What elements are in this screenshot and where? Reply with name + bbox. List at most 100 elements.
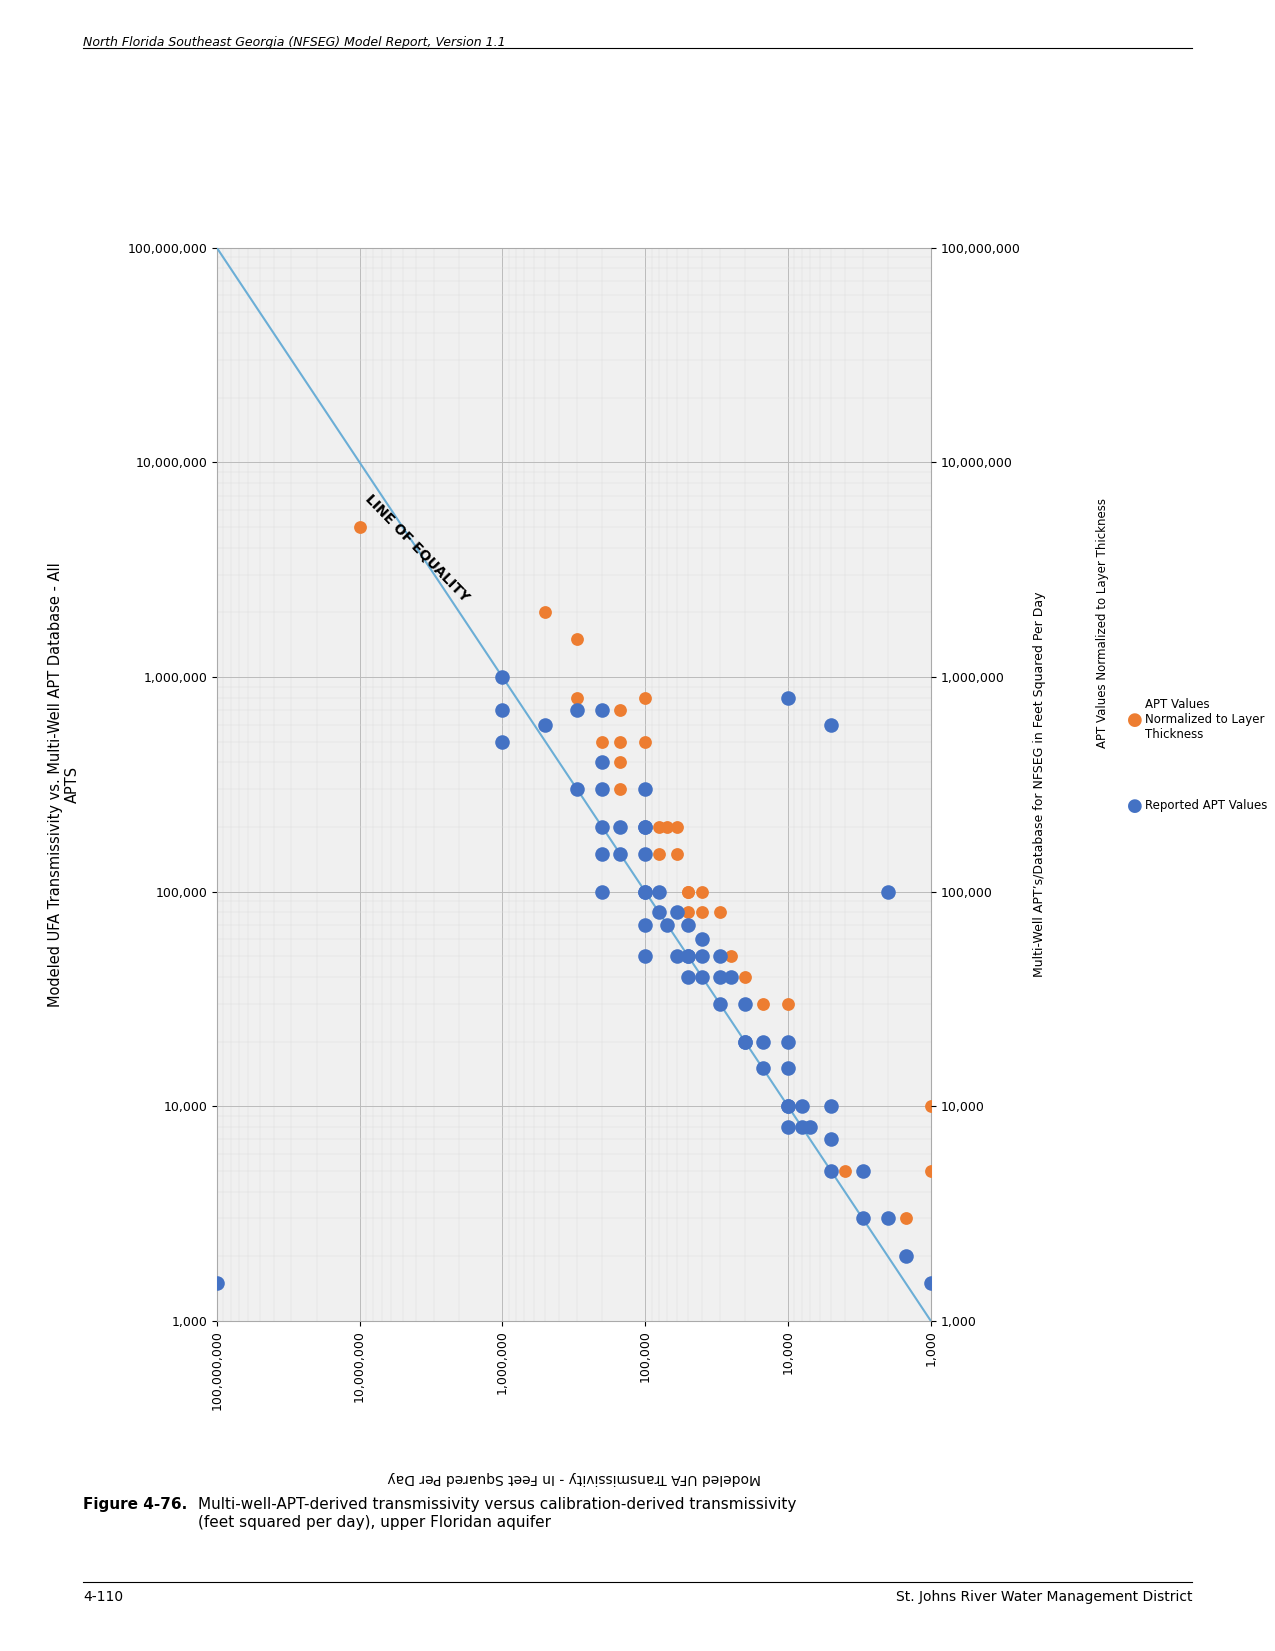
Point bbox=[635, 685, 655, 712]
Text: 4-110: 4-110 bbox=[83, 1590, 122, 1603]
Point bbox=[635, 814, 655, 840]
Point bbox=[921, 1157, 941, 1184]
Text: Modeled UFA Transmissivity vs. Multi-Well APT Database - All
APTS: Modeled UFA Transmissivity vs. Multi-Wel… bbox=[47, 561, 80, 1007]
Point bbox=[592, 776, 612, 802]
Point bbox=[678, 878, 699, 905]
Text: Multi-Well APT’s/Database for NFSEG in Feet Squared Per Day: Multi-Well APT’s/Database for NFSEG in F… bbox=[1033, 591, 1045, 977]
Point bbox=[792, 1093, 812, 1119]
Point bbox=[734, 1029, 755, 1055]
Point bbox=[792, 1114, 812, 1141]
Point bbox=[734, 991, 755, 1017]
Point bbox=[821, 1126, 842, 1152]
Point bbox=[895, 1243, 915, 1270]
Point bbox=[821, 1157, 842, 1184]
Point bbox=[678, 943, 699, 969]
Point bbox=[492, 697, 513, 723]
Point bbox=[752, 1029, 773, 1055]
Point bbox=[821, 712, 842, 738]
Point bbox=[720, 943, 741, 969]
Point bbox=[207, 1270, 227, 1296]
Point bbox=[567, 626, 588, 652]
Point bbox=[853, 1157, 873, 1184]
Point bbox=[710, 900, 731, 926]
Point bbox=[792, 1093, 812, 1119]
Point bbox=[778, 1114, 798, 1141]
Point bbox=[635, 814, 655, 840]
Text: APT Values Normalized to Layer Thickness: APT Values Normalized to Layer Thickness bbox=[1145, 698, 1265, 741]
Point bbox=[635, 911, 655, 938]
Point bbox=[635, 878, 655, 905]
Point bbox=[649, 840, 669, 867]
Point bbox=[667, 943, 687, 969]
Point bbox=[778, 1093, 798, 1119]
Point bbox=[921, 1093, 941, 1119]
Point bbox=[853, 1205, 873, 1232]
Point bbox=[692, 878, 713, 905]
Point bbox=[710, 991, 731, 1017]
Text: North Florida Southeast Georgia (NFSEG) Model Report, Version 1.1: North Florida Southeast Georgia (NFSEG) … bbox=[83, 36, 505, 50]
Point bbox=[821, 1093, 842, 1119]
Point bbox=[877, 878, 898, 905]
Point bbox=[635, 814, 655, 840]
Point bbox=[778, 1029, 798, 1055]
Point bbox=[678, 911, 699, 938]
Point bbox=[567, 697, 588, 723]
Point bbox=[734, 991, 755, 1017]
Point bbox=[609, 697, 630, 723]
Point bbox=[609, 728, 630, 755]
Point bbox=[657, 814, 677, 840]
Point bbox=[649, 900, 669, 926]
Point bbox=[877, 1205, 898, 1232]
Point bbox=[649, 878, 669, 905]
Point bbox=[778, 1114, 798, 1141]
Point bbox=[877, 1205, 898, 1232]
Point bbox=[821, 1126, 842, 1152]
Point bbox=[592, 697, 612, 723]
Point bbox=[678, 900, 699, 926]
Point bbox=[609, 840, 630, 867]
Point bbox=[635, 840, 655, 867]
Point bbox=[778, 1055, 798, 1081]
Point bbox=[567, 776, 588, 802]
Point bbox=[635, 878, 655, 905]
Point bbox=[492, 728, 513, 755]
Point bbox=[734, 964, 755, 991]
Point bbox=[778, 1093, 798, 1119]
Point bbox=[635, 776, 655, 802]
Text: APT Values Normalized to Layer Thickness: APT Values Normalized to Layer Thickness bbox=[1096, 499, 1109, 748]
Point bbox=[492, 664, 513, 690]
Point bbox=[778, 1029, 798, 1055]
Point bbox=[710, 943, 731, 969]
Point bbox=[778, 991, 798, 1017]
Point bbox=[678, 943, 699, 969]
Text: ●: ● bbox=[1127, 797, 1142, 814]
Point bbox=[609, 776, 630, 802]
Point bbox=[692, 926, 713, 953]
Text: Multi-well-APT-derived transmissivity versus calibration-derived transmissivity
: Multi-well-APT-derived transmissivity ve… bbox=[198, 1497, 796, 1530]
Point bbox=[778, 685, 798, 712]
Point bbox=[778, 1093, 798, 1119]
Text: St. Johns River Water Management District: St. Johns River Water Management Distric… bbox=[895, 1590, 1192, 1603]
Point bbox=[635, 728, 655, 755]
Point bbox=[720, 964, 741, 991]
Point bbox=[710, 964, 731, 991]
Point bbox=[692, 926, 713, 953]
Point bbox=[609, 750, 630, 776]
Point bbox=[592, 697, 612, 723]
Point bbox=[635, 840, 655, 867]
Text: LINE OF EQUALITY: LINE OF EQUALITY bbox=[362, 492, 472, 604]
Point bbox=[752, 1055, 773, 1081]
Point bbox=[667, 900, 687, 926]
Point bbox=[692, 900, 713, 926]
Point bbox=[821, 1157, 842, 1184]
Text: Reported APT Values: Reported APT Values bbox=[1145, 799, 1267, 812]
Point bbox=[536, 712, 556, 738]
Point bbox=[799, 1114, 820, 1141]
Point bbox=[592, 728, 612, 755]
Point bbox=[678, 964, 699, 991]
Point bbox=[667, 840, 687, 867]
Point bbox=[592, 840, 612, 867]
Text: Modeled UFA Transmissivity - In Feet Squared Per Day: Modeled UFA Transmissivity - In Feet Squ… bbox=[386, 1471, 761, 1484]
Point bbox=[635, 943, 655, 969]
Point bbox=[853, 1205, 873, 1232]
